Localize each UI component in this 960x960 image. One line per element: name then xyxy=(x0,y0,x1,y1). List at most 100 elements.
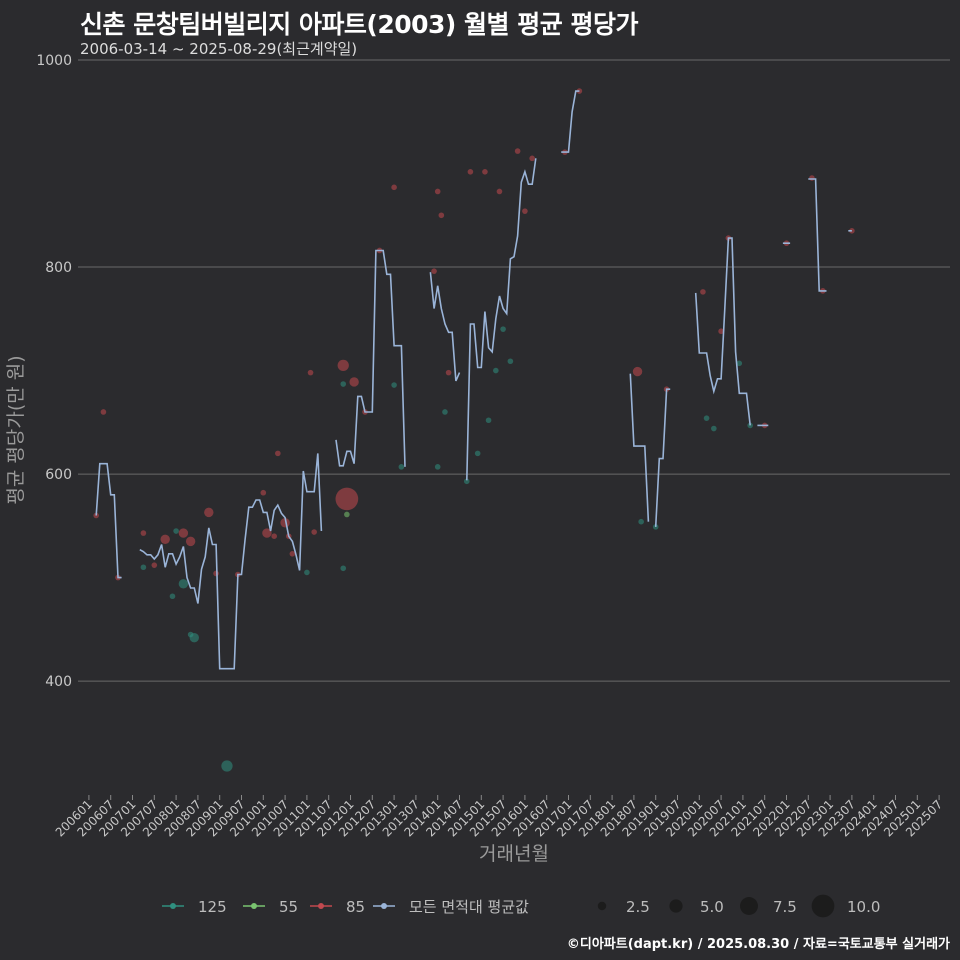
y-axis-label: 평균 평당가(만 원) xyxy=(5,355,27,504)
avg-line-segment xyxy=(139,453,323,670)
point-s125 xyxy=(736,360,743,367)
point-s125 xyxy=(500,326,506,332)
scatter-points xyxy=(93,88,855,772)
legend-label: 55 xyxy=(279,898,298,916)
point-s85 xyxy=(431,268,437,274)
avg-line-segment xyxy=(694,237,751,426)
point-s125 xyxy=(474,450,481,457)
point-s85 xyxy=(262,528,272,538)
legend-key-dot xyxy=(318,903,324,909)
point-s85 xyxy=(700,289,706,295)
point-s85 xyxy=(311,529,317,535)
point-s85 xyxy=(100,409,107,415)
point-s85 xyxy=(178,528,189,538)
point-s125 xyxy=(711,425,717,432)
point-s85 xyxy=(434,188,441,195)
y-tick-label: 800 xyxy=(45,260,72,276)
avg-line-segment xyxy=(561,90,580,153)
point-s85 xyxy=(514,148,521,154)
point-s125 xyxy=(638,518,644,525)
avg-line-segment xyxy=(808,178,827,292)
point-s125 xyxy=(304,569,310,576)
size-legend-label: 7.5 xyxy=(773,898,797,916)
chart-title: 신촌 문창팀버빌리지 아파트(2003) 월별 평균 평당가 xyxy=(80,10,638,39)
legend-label: 125 xyxy=(198,898,227,916)
grid-lines xyxy=(78,59,950,682)
legend-label: 85 xyxy=(346,898,365,916)
y-tick-labels: 400 600 800 1000 xyxy=(36,53,72,690)
point-s85 xyxy=(307,369,314,376)
point-s125 xyxy=(493,367,499,374)
chart-subtitle: 2006-03-14 ~ 2025-08-29(최근계약일) xyxy=(80,40,358,58)
avg-line-segment xyxy=(654,388,671,527)
point-s85 xyxy=(280,518,290,528)
avg-line-segment xyxy=(95,462,122,579)
point-s125 xyxy=(189,632,199,643)
point-s125 xyxy=(485,417,492,424)
avg-line-segment xyxy=(466,158,537,481)
point-s125 xyxy=(169,593,176,600)
y-tick-label: 600 xyxy=(45,467,72,483)
point-s125 xyxy=(140,564,147,571)
point-s85 xyxy=(718,328,724,335)
point-s125 xyxy=(507,358,514,365)
point-s85 xyxy=(204,507,214,518)
point-s125 xyxy=(173,528,179,534)
avg-line-segment xyxy=(429,272,461,382)
point-s85 xyxy=(140,530,147,536)
point-s85 xyxy=(391,184,397,191)
size-legend-label: 10.0 xyxy=(847,898,880,916)
point-s85 xyxy=(809,175,815,181)
x-axis-label: 거래년월 xyxy=(479,843,549,865)
point-s85 xyxy=(496,188,503,195)
point-s125 xyxy=(391,382,397,388)
source-credit: ©디아파트(dapt.kr) / 2025.08.30 / 자료=국토교통부 실… xyxy=(566,937,950,952)
avg-line-segment xyxy=(629,373,650,522)
point-s85 xyxy=(445,369,452,376)
legend-label: 모든 면적대 평균값 xyxy=(409,898,529,916)
size-legend-circle xyxy=(740,897,758,915)
size-legend-circle xyxy=(669,899,683,913)
point-s85 xyxy=(271,533,278,539)
legend-key-dot xyxy=(251,903,257,909)
average-line xyxy=(95,90,852,670)
size-legend-label: 5.0 xyxy=(700,898,724,916)
point-s85 xyxy=(335,487,359,511)
point-s125 xyxy=(434,464,441,470)
size-legend-label: 2.5 xyxy=(626,898,650,916)
legend-key-dot xyxy=(381,903,387,909)
point-s125 xyxy=(340,565,347,572)
point-s85 xyxy=(260,489,267,496)
point-s85 xyxy=(337,359,349,372)
point-s55 xyxy=(344,511,350,518)
point-s85 xyxy=(349,377,359,387)
point-s85 xyxy=(160,534,170,545)
point-s125 xyxy=(703,415,710,421)
point-s85 xyxy=(151,562,158,568)
point-s85 xyxy=(467,169,474,175)
point-s85 xyxy=(482,169,488,175)
point-s85 xyxy=(632,366,643,377)
point-s125 xyxy=(442,409,448,415)
point-s125 xyxy=(340,381,347,387)
point-s85 xyxy=(289,550,296,557)
y-tick-label: 400 xyxy=(45,674,72,690)
point-s85 xyxy=(213,570,219,577)
size-legend-circle xyxy=(597,901,607,911)
legend-key-dot xyxy=(170,903,176,909)
point-s125 xyxy=(398,464,405,470)
point-s85 xyxy=(185,536,196,547)
point-s85 xyxy=(438,212,445,219)
avg-line-segment xyxy=(335,249,406,467)
y-tick-label: 1000 xyxy=(36,53,72,69)
point-s125 xyxy=(178,579,189,589)
size-legend-circle xyxy=(811,894,835,918)
point-s125 xyxy=(221,760,233,772)
point-s85 xyxy=(275,450,281,457)
x-tick-labels: 2006012006072007012007072008012008072009… xyxy=(53,795,945,840)
point-s125 xyxy=(747,422,753,429)
point-s85 xyxy=(522,208,528,214)
legend: 125 55 85 모든 면적대 평균값 2.5 5.0 7.5 10.0 xyxy=(162,894,880,918)
point-s85 xyxy=(529,155,535,162)
